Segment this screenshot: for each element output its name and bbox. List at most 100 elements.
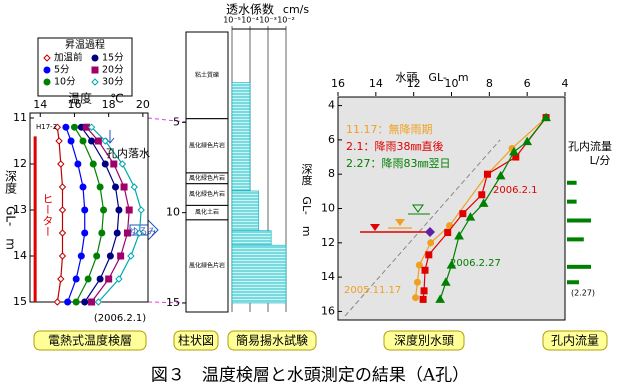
y-tick-label: 16 xyxy=(321,304,335,317)
point xyxy=(425,251,433,259)
annotation: 2006.2.27 xyxy=(450,258,501,269)
point xyxy=(115,275,123,283)
legend-marker xyxy=(91,54,99,62)
panel-label: 深度別水頭 xyxy=(394,333,454,348)
point xyxy=(522,136,533,146)
y-tick-label: 12 xyxy=(13,157,27,170)
series-line xyxy=(422,117,547,300)
point xyxy=(96,183,104,191)
panel-label-box xyxy=(173,330,219,351)
axis-unit: cm/s xyxy=(283,3,309,16)
point xyxy=(478,198,489,207)
annotation: (2.27) xyxy=(571,289,595,298)
layer-label: 風化土岩 xyxy=(195,208,219,216)
point xyxy=(478,191,486,199)
y-tick-label: 14 xyxy=(13,249,27,262)
point xyxy=(88,298,96,306)
point xyxy=(70,123,78,131)
water-levels xyxy=(360,204,435,237)
axis-title: 透水係数 xyxy=(226,2,274,17)
y-tick-label: 5 xyxy=(173,115,180,128)
point xyxy=(435,294,446,303)
axis-unit: L/分 xyxy=(590,154,611,167)
point xyxy=(495,170,506,180)
point xyxy=(81,298,89,306)
point xyxy=(101,160,109,168)
point xyxy=(94,298,103,306)
x-tick-label: 18 xyxy=(102,98,116,111)
point xyxy=(115,206,123,214)
bar xyxy=(567,264,591,269)
x-tick-label: 10 xyxy=(445,77,459,90)
y-tick-label: 11 xyxy=(13,111,27,124)
legend-label: 2.1：降雨38㎜直後 xyxy=(346,139,444,153)
point xyxy=(444,229,452,237)
point xyxy=(412,294,420,302)
y-tick-label: 15 xyxy=(13,295,27,308)
point xyxy=(509,146,519,156)
layer xyxy=(185,118,229,174)
point xyxy=(446,260,457,269)
legend-title: 昇温過程 xyxy=(65,39,105,51)
x-tick-label: 10⁻⁴ xyxy=(241,16,259,25)
y-tick-label: 4 xyxy=(328,99,335,112)
point xyxy=(110,160,118,168)
point xyxy=(72,298,80,306)
point xyxy=(100,206,108,214)
panel-label-box xyxy=(33,330,147,351)
point xyxy=(64,298,72,306)
point xyxy=(58,206,67,214)
point xyxy=(53,123,62,131)
hydrostatic-line xyxy=(344,139,501,317)
legend-marker xyxy=(91,66,99,74)
point xyxy=(81,206,89,214)
x-tick-label: 10⁻² xyxy=(277,16,295,25)
panel-label: 柱状図 xyxy=(178,333,214,348)
legend-label: 15分 xyxy=(102,53,124,64)
x-tick-label: 10⁻³ xyxy=(259,16,277,25)
x-tick-label: 12 xyxy=(407,77,421,90)
x-tick-label: 20 xyxy=(136,98,150,111)
bar xyxy=(231,230,272,246)
point xyxy=(421,266,429,274)
link-line xyxy=(147,301,187,304)
layer-label: 粘土質礫 xyxy=(195,71,219,79)
point xyxy=(58,183,67,191)
legend-label: 加温前 xyxy=(54,52,83,64)
point xyxy=(84,275,92,283)
x-tick-label: 4 xyxy=(562,77,569,90)
x-tick-label: 8 xyxy=(486,77,493,90)
x-tick-label: 6 xyxy=(524,77,531,90)
link-line xyxy=(147,117,187,123)
point xyxy=(58,252,67,260)
point xyxy=(137,206,145,214)
y-tick-label: 6 xyxy=(328,133,335,146)
annotation: H17-2 xyxy=(36,123,57,131)
point xyxy=(106,252,114,260)
annotation: 2005.11.17 xyxy=(344,285,401,296)
x-axis-unit: ℃ xyxy=(110,92,123,106)
point xyxy=(419,295,427,303)
x-tick-label: 16 xyxy=(67,98,81,111)
point xyxy=(135,229,144,237)
x-axis-title: 温度 xyxy=(68,91,92,106)
legend-label: 5分 xyxy=(54,65,70,76)
point xyxy=(62,123,70,131)
point xyxy=(93,252,101,260)
point xyxy=(120,183,128,191)
point xyxy=(440,277,451,286)
point xyxy=(89,160,97,168)
annotation: 2006.2.1 xyxy=(493,185,538,196)
legend-marker xyxy=(91,78,99,86)
point xyxy=(87,123,96,131)
legend-label: 11.17：無降雨期 xyxy=(346,122,433,136)
caption: 図３ 温度検層と水頭測定の結果（A孔） xyxy=(151,366,469,386)
bar xyxy=(231,190,259,232)
point xyxy=(79,137,87,145)
point xyxy=(427,239,435,247)
point xyxy=(459,210,467,218)
point xyxy=(72,275,80,283)
y-tick-label: 14 xyxy=(321,270,335,283)
bar xyxy=(231,82,251,192)
point xyxy=(101,137,109,145)
